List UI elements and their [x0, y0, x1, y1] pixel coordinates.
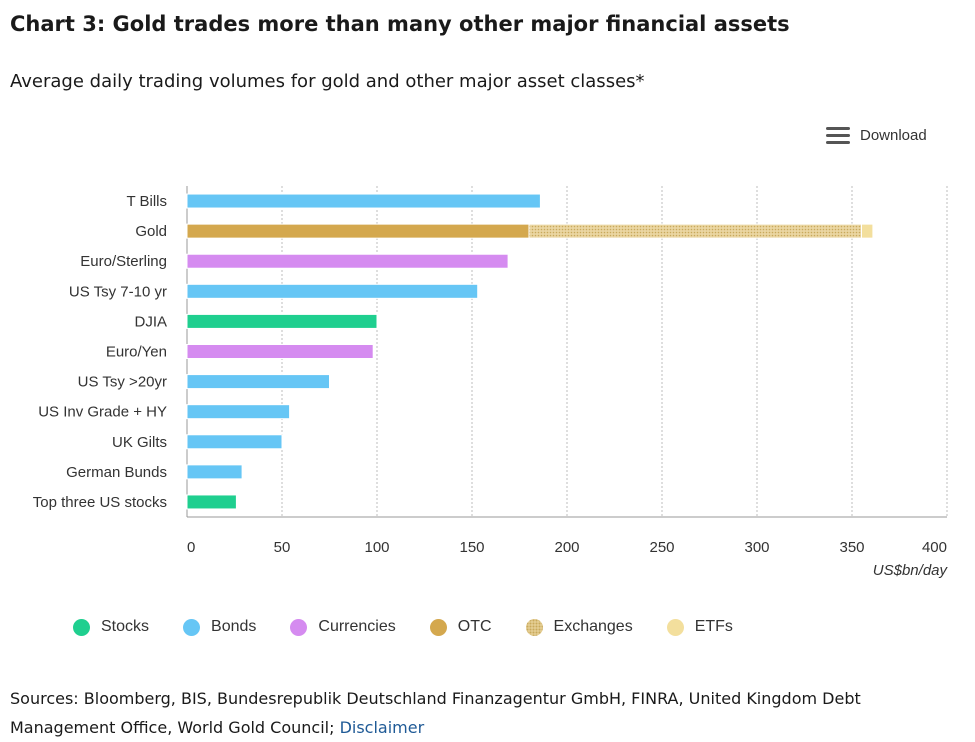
legend-item-bonds[interactable]: Bonds — [183, 618, 256, 636]
hamburger-menu-icon — [826, 126, 850, 144]
x-tick-label: 350 — [839, 539, 864, 556]
y-tick-label: US Inv Grade + HY — [38, 404, 167, 421]
y-tick-label: Top three US stocks — [33, 494, 167, 511]
disclaimer-link[interactable]: Disclaimer — [339, 718, 425, 737]
x-tick-label: 200 — [554, 539, 579, 556]
bar-bonds[interactable] — [186, 193, 541, 209]
legend-item-exchanges[interactable]: Exchanges — [525, 618, 633, 636]
legend-swatch-etfs — [666, 618, 684, 636]
bar-bonds[interactable] — [186, 434, 283, 450]
y-tick-label: Euro/Sterling — [80, 253, 167, 270]
legend-label: ETFs — [694, 618, 733, 635]
bar-currencies[interactable] — [186, 344, 374, 359]
y-tick-label: Gold — [135, 223, 167, 240]
x-tick-label: 0 — [187, 539, 195, 556]
sources-note: Sources: Bloomberg, BIS, Bundesrepublik … — [10, 684, 910, 742]
bar-etfs[interactable] — [861, 223, 874, 239]
download-button[interactable]: Download — [826, 126, 927, 144]
legend-label: OTC — [457, 618, 492, 635]
y-tick-label: T Bills — [126, 193, 167, 210]
legend-label: Stocks — [101, 618, 150, 635]
bar-chart: T Bills Gold Euro/Sterling US Tsy 7-10 yr DJ… — [33, 186, 949, 579]
bar-stocks[interactable] — [186, 313, 378, 329]
bar-bonds[interactable] — [186, 283, 479, 299]
y-tick-label: US Tsy >20yr — [78, 374, 167, 391]
y-axis-labels: T Bills Gold Euro/Sterling US Tsy 7-10 yr DJ… — [33, 193, 167, 511]
legend-swatch-exchanges — [525, 618, 543, 636]
bar-currencies[interactable] — [186, 253, 509, 269]
legend-swatch-currencies — [290, 618, 308, 636]
chart-title: Chart 3: Gold trades more than many othe… — [10, 12, 790, 36]
legend: Stocks Bonds Currencies OTC Exchanges ET… — [73, 618, 767, 636]
legend-label: Bonds — [211, 618, 257, 635]
chart-subtitle: Average daily trading volumes for gold a… — [10, 71, 645, 92]
legend-label: Currencies — [318, 618, 396, 635]
legend-item-currencies[interactable]: Currencies — [290, 618, 396, 636]
legend-swatch-bonds — [183, 618, 201, 636]
legend-item-etfs[interactable]: ETFs — [666, 618, 733, 636]
x-tick-label: 100 — [364, 539, 389, 556]
bar-bonds[interactable] — [186, 464, 243, 480]
legend-swatch-stocks — [73, 618, 90, 636]
y-tick-label: UK Gilts — [112, 434, 167, 451]
legend-label: Exchanges — [553, 618, 633, 635]
bar-bonds[interactable] — [186, 404, 291, 420]
y-tick-label: DJIA — [134, 313, 167, 330]
legend-item-otc[interactable]: OTC — [429, 618, 492, 636]
bar-otc[interactable] — [186, 223, 530, 239]
x-axis-labels: 0 50 100 150 200 250 300 350 400 — [187, 539, 947, 556]
bar-bonds[interactable] — [186, 374, 330, 390]
x-tick-label: 400 — [922, 539, 947, 556]
legend-item-stocks[interactable]: Stocks — [73, 618, 149, 636]
y-tick-label: Euro/Yen — [106, 344, 167, 361]
download-label: Download — [860, 126, 927, 144]
x-tick-label: 300 — [744, 539, 769, 556]
legend-swatch-otc — [429, 618, 447, 636]
x-axis-title: US$bn/day — [873, 562, 949, 579]
y-tick-label: US Tsy 7-10 yr — [69, 283, 167, 300]
sources-text: Sources: Bloomberg, BIS, Bundesrepublik … — [10, 689, 861, 737]
x-tick-label: 150 — [459, 539, 484, 556]
grid-lines — [186, 186, 948, 518]
bar-stocks[interactable] — [186, 494, 237, 510]
x-tick-label: 250 — [649, 539, 674, 556]
x-tick-label: 50 — [274, 539, 291, 556]
y-tick-label: German Bunds — [66, 464, 167, 481]
bar-exchanges[interactable] — [528, 223, 862, 239]
bars — [186, 193, 874, 510]
